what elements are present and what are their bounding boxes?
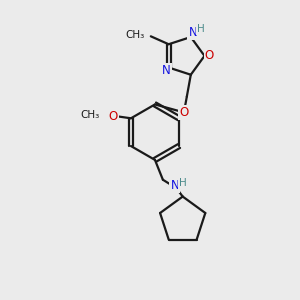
Text: N: N: [188, 26, 197, 39]
Text: CH₃: CH₃: [80, 110, 99, 120]
Text: N: N: [162, 64, 171, 77]
Text: H: H: [197, 24, 205, 34]
Text: CH₃: CH₃: [126, 30, 145, 40]
Text: N: N: [170, 179, 179, 192]
Text: O: O: [179, 106, 188, 119]
Text: O: O: [109, 110, 118, 123]
Text: H: H: [179, 178, 187, 188]
Text: O: O: [205, 50, 214, 62]
